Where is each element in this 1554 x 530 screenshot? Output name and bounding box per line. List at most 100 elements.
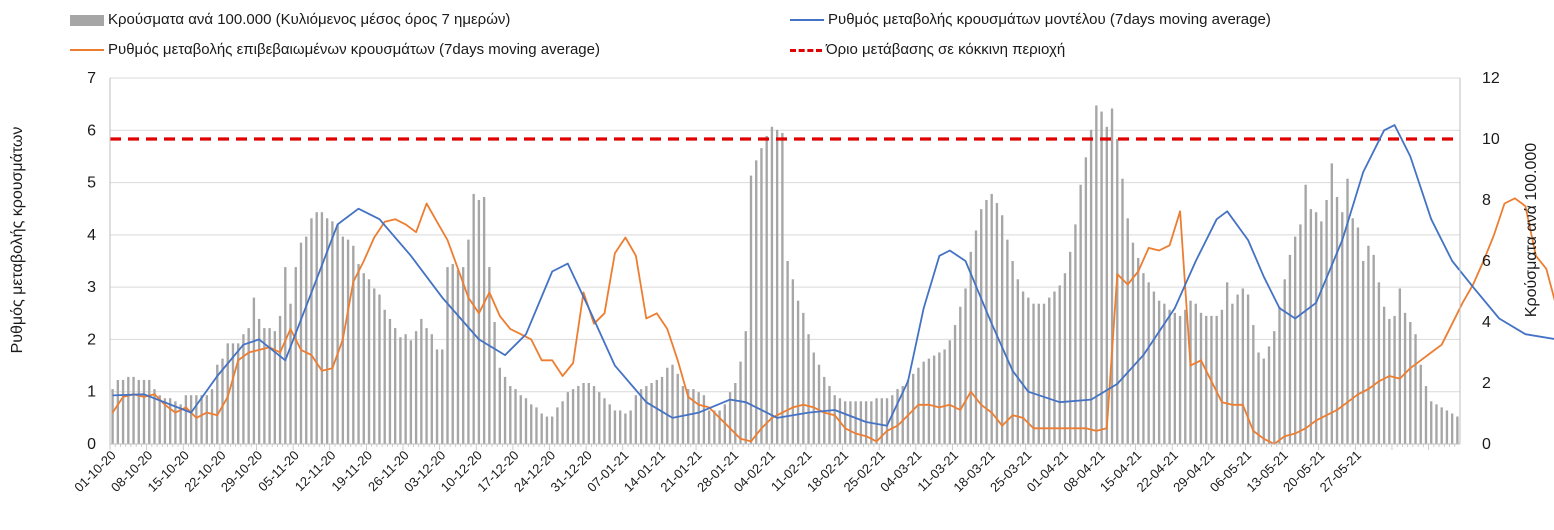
bar-31 xyxy=(273,331,277,444)
bar-191 xyxy=(1110,108,1114,444)
legend-item-model: Ρυθμός μεταβολής κρουσμάτων μοντέλου (7d… xyxy=(790,11,1271,29)
bar-229 xyxy=(1309,209,1313,444)
bar-160 xyxy=(948,340,952,444)
bar-3 xyxy=(127,376,130,444)
bar-73 xyxy=(493,322,496,444)
bar-174 xyxy=(1021,291,1025,444)
bar-137 xyxy=(828,386,831,444)
bar-168 xyxy=(990,193,993,444)
bar-94 xyxy=(603,398,606,444)
bar-185 xyxy=(1079,184,1082,444)
bar-248 xyxy=(1409,322,1412,444)
bar-161 xyxy=(953,325,957,444)
bar-182 xyxy=(1063,273,1067,444)
bar-12 xyxy=(174,401,177,444)
bar-155 xyxy=(922,361,925,444)
bar-152 xyxy=(906,379,910,444)
bar-14 xyxy=(184,395,188,444)
bar-177 xyxy=(1037,303,1040,444)
bar-188 xyxy=(1095,105,1098,444)
bar-194 xyxy=(1126,218,1129,444)
bar-27 xyxy=(252,297,256,444)
bar-97 xyxy=(618,410,622,444)
y-tick-label-0: 0 xyxy=(87,436,96,453)
bar-0 xyxy=(111,389,114,444)
bar-250 xyxy=(1419,364,1422,444)
bar-206 xyxy=(1189,300,1192,444)
bar-48 xyxy=(362,273,365,444)
bar-13 xyxy=(179,404,182,444)
bar-25 xyxy=(242,334,245,444)
bar-119 xyxy=(734,383,737,444)
bar-110 xyxy=(687,389,690,444)
bar-214 xyxy=(1231,303,1234,444)
bar-103 xyxy=(650,383,653,444)
bar-54 xyxy=(393,328,397,444)
bar-1 xyxy=(116,379,120,444)
bar-244 xyxy=(1388,318,1391,444)
bar-32 xyxy=(278,315,282,444)
bar-91 xyxy=(587,383,590,444)
bar-205 xyxy=(1184,309,1187,444)
bar-216 xyxy=(1241,288,1245,444)
bar-158 xyxy=(938,352,941,444)
bar-28 xyxy=(257,318,261,444)
bar-78 xyxy=(519,395,522,444)
bar-107 xyxy=(671,364,674,444)
bar-52 xyxy=(383,309,386,444)
y-tick-label-7: 7 xyxy=(87,70,96,87)
bar-180 xyxy=(1053,291,1056,444)
bar-242 xyxy=(1377,282,1381,444)
bar-235 xyxy=(1341,212,1344,444)
bar-101 xyxy=(639,389,643,444)
legend-label-model: Ρυθμός μεταβολής κρουσμάτων μοντέλου (7d… xyxy=(828,11,1271,28)
bar-220 xyxy=(1262,358,1265,444)
bar-122 xyxy=(749,175,753,444)
bar-217 xyxy=(1246,294,1250,444)
bar-75 xyxy=(503,376,507,444)
bar-150 xyxy=(896,389,899,444)
bar-62 xyxy=(435,349,439,444)
bar-72 xyxy=(488,267,491,444)
bar-93 xyxy=(598,392,601,444)
legend-label-bars: Κρούσματα ανά 100.000 (Κυλιόμενος μέσος … xyxy=(108,11,511,28)
bar-169 xyxy=(995,203,999,444)
bar-233 xyxy=(1330,163,1333,444)
y-tick-label-6: 6 xyxy=(87,122,96,139)
legend-label-confirmed: Ρυθμός μεταβολής επιβεβαιωμένων κρουσμάτ… xyxy=(108,41,600,58)
bar-17 xyxy=(200,395,203,444)
bar-56 xyxy=(404,334,407,444)
bar-90 xyxy=(582,383,585,444)
bar-23 xyxy=(231,343,235,444)
legend-item-threshold: Όριο μετάβασης σε κόκκινη περιοχή xyxy=(790,41,1065,59)
bar-125 xyxy=(765,135,768,444)
y2-tick-label-0: 0 xyxy=(1482,436,1491,453)
bar-198 xyxy=(1147,282,1150,444)
bar-195 xyxy=(1131,242,1135,444)
bar-134 xyxy=(812,352,815,444)
bar-61 xyxy=(430,334,433,444)
bar-33 xyxy=(284,267,287,444)
bar-151 xyxy=(901,386,904,444)
bar-238 xyxy=(1356,227,1360,444)
bar-64 xyxy=(446,267,449,444)
bar-45 xyxy=(346,239,350,444)
bar-133 xyxy=(807,334,810,444)
legend-item-confirmed: Ρυθμός μεταβολής επιβεβαιωμένων κρουσμάτ… xyxy=(70,41,600,59)
bar-219 xyxy=(1257,352,1260,444)
bar-140 xyxy=(843,401,847,444)
bar-40 xyxy=(320,212,324,444)
bar-105 xyxy=(660,376,664,444)
bar-53 xyxy=(388,318,392,444)
bar-57 xyxy=(409,340,413,444)
bar-106 xyxy=(666,367,669,444)
bar-51 xyxy=(378,294,381,444)
bar-115 xyxy=(713,410,716,444)
bar-222 xyxy=(1273,331,1276,444)
bar-252 xyxy=(1430,401,1433,444)
bar-187 xyxy=(1089,129,1093,444)
bar-70 xyxy=(477,200,481,444)
bar-204 xyxy=(1178,315,1182,444)
bar-89 xyxy=(577,386,580,444)
bar-253 xyxy=(1435,404,1438,444)
